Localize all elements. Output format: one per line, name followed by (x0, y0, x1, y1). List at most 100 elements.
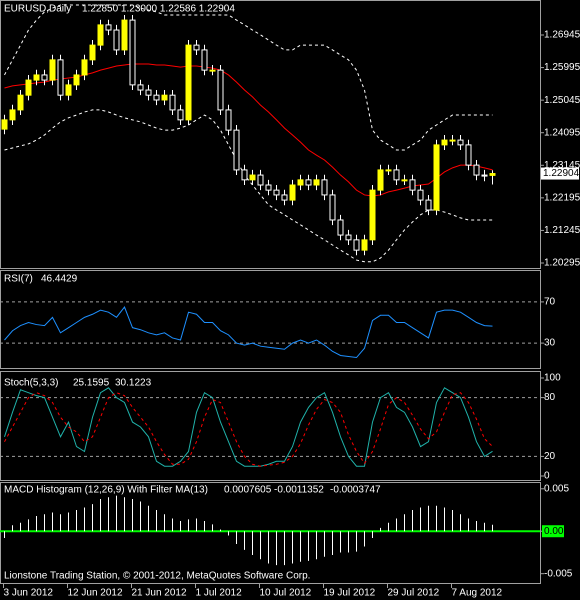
overlay-line (4, 109, 493, 263)
candle-body (265, 184, 272, 191)
candle-body (225, 109, 232, 131)
y-tick-label: 80 (544, 392, 556, 403)
candle-body (169, 94, 176, 111)
price-label: 1.22904 (543, 168, 580, 179)
x-tick-label: 1 Jul 2012 (196, 588, 243, 599)
candle-body (81, 59, 88, 76)
y-tick-label: 1.25045 (544, 95, 580, 106)
candle-body (177, 109, 184, 121)
candle-body (97, 24, 104, 46)
candle-body (385, 169, 392, 172)
candle-body (425, 199, 432, 211)
macd-readout: 0.0007605 (224, 485, 272, 496)
candle-body (409, 179, 416, 191)
y-tick-label: -0.005 (544, 568, 573, 579)
macd-readout: -0.0003747 (330, 485, 381, 496)
candle-body (105, 24, 112, 31)
y-tick-label: 20 (544, 451, 556, 462)
candle-body (89, 44, 96, 61)
stoch-main-readout: 25.1595 (73, 378, 110, 389)
y-tick-label: 30 (544, 338, 556, 349)
candle-body (121, 19, 128, 51)
candle-body (137, 84, 144, 91)
zero-label-box (542, 525, 564, 538)
candle-body (393, 169, 400, 181)
candle-body (41, 74, 48, 81)
candle-body (329, 194, 336, 221)
candle-body (369, 189, 376, 241)
macd-title: MACD Histogram (12,26,9) With Filter MA(… (4, 485, 208, 496)
panel-frame (0, 371, 541, 481)
candle-body (65, 84, 72, 96)
candle-body (489, 173, 496, 176)
indicator-line (4, 392, 493, 467)
rsi-readout: 46.4429 (41, 274, 78, 285)
candle-body (233, 129, 240, 171)
price-box (541, 167, 579, 180)
y-tick-label: 0.005 (544, 483, 569, 494)
candle-body (305, 179, 312, 186)
x-tick-label: 10 Jul 2012 (260, 588, 312, 599)
candle-body (337, 219, 344, 236)
candle-body (457, 139, 464, 146)
y-tick-label: 1.25995 (544, 62, 580, 73)
y-tick-label: 70 (544, 297, 556, 308)
candle-body (465, 144, 472, 166)
copyright: Lionstone Trading Station, © 2001-2012, … (4, 571, 310, 582)
candle-body (129, 19, 136, 86)
candle-body (281, 194, 288, 201)
candle-body (417, 189, 424, 201)
candle-body (217, 69, 224, 111)
y-tick-label: 1.23145 (544, 160, 580, 171)
candle-body (209, 69, 216, 72)
ohlc-readout: 1.22850 1.23000 1.22586 1.22904 (82, 4, 235, 15)
stoch-title: Stoch(5,3,3) (4, 378, 58, 389)
candle-body (449, 139, 456, 142)
chart-title: EURUSD,Daily (4, 4, 71, 15)
candle-body (145, 89, 152, 96)
candle-body (481, 174, 488, 177)
x-tick-label: 19 Jul 2012 (324, 588, 376, 599)
candle-body (9, 109, 16, 121)
y-tick-label: 1.21245 (544, 225, 580, 236)
stoch-signal-readout: 30.1223 (115, 378, 152, 389)
candle-body (361, 239, 368, 251)
rsi-title: RSI(7) (4, 274, 33, 285)
indicator-line (4, 306, 493, 359)
panel (0, 301, 540, 359)
candle-body (57, 59, 64, 96)
candle-body (193, 44, 200, 51)
y-tick-label: 100 (544, 373, 561, 384)
x-tick-label: 7 Aug 2012 (452, 588, 503, 599)
candle-body (401, 179, 408, 182)
candle-body (297, 179, 304, 186)
candle-body (473, 164, 480, 176)
candle-body (25, 79, 32, 96)
candle-body (17, 94, 24, 111)
candle-body (201, 49, 208, 71)
candle-body (1, 119, 8, 130)
panel-frame (0, 0, 541, 269)
candle-body (113, 29, 120, 51)
macd-readout: -0.0011352 (274, 485, 324, 496)
candle-body (73, 74, 80, 86)
panel (0, 495, 540, 566)
y-tick-label: 0 (544, 471, 550, 482)
panel (0, 387, 540, 467)
x-tick-label: 12 Jun 2012 (68, 588, 123, 599)
x-tick-label: 3 Jun 2012 (4, 588, 54, 599)
candle-body (249, 174, 256, 181)
candle-body (257, 174, 264, 186)
y-tick-label: 1.24095 (544, 127, 580, 138)
y-tick-label: 1.26945 (544, 30, 580, 41)
candle-body (313, 179, 320, 186)
indicator-line (4, 387, 493, 467)
y-tick-label: 1.22195 (544, 192, 580, 203)
candle-body (289, 184, 296, 201)
candle-body (241, 169, 248, 181)
panel-frame (0, 482, 541, 584)
candle-body (321, 179, 328, 196)
candle-body (441, 139, 448, 146)
